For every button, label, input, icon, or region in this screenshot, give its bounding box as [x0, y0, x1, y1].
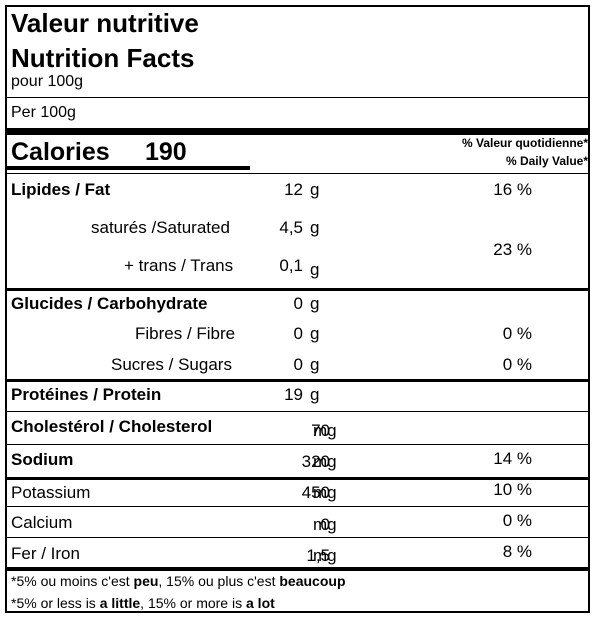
- nutrient-dv-fat: 16 %: [493, 180, 532, 199]
- nutrient-amount-potassium: 450: [301, 483, 330, 502]
- nutrient-dv-sodium: 14 %: [493, 449, 532, 468]
- nutrient-unit-protein: g: [310, 385, 320, 404]
- serving-size-english: Per 100g: [11, 104, 76, 121]
- serving-size-french: pour 100g: [11, 73, 84, 90]
- nutrient-unit-carbohydrate: g: [310, 294, 320, 313]
- daily-value-header-french: % Valeur quotidienne*: [461, 136, 588, 150]
- nutrient-label-trans: + trans / Trans: [124, 256, 234, 275]
- divider: [7, 288, 588, 291]
- nutrient-unit-sugars: g: [310, 355, 320, 374]
- nutrient-label-sugars: Sucres / Sugars: [111, 355, 232, 374]
- title-english: Nutrition Facts: [11, 43, 195, 73]
- nutrient-amount-trans: 0,1: [279, 256, 303, 275]
- nutrient-dv-potassium: 10 %: [493, 480, 532, 499]
- title-french: Valeur nutritive: [11, 8, 199, 38]
- nutrient-unit-sodium: mg: [313, 452, 337, 471]
- calories-label: Calories: [11, 138, 110, 166]
- nutrient-amount-sugars: 0: [293, 355, 303, 374]
- divider: [7, 444, 588, 445]
- nutrient-label-potassium: Potassium: [11, 483, 91, 502]
- nutrient-unit-cholesterol: mg: [313, 421, 337, 440]
- divider: [7, 173, 588, 174]
- nutrient-label-protein: Protéines / Protein: [11, 385, 162, 404]
- nutrient-label-iron: Fer / Iron: [11, 544, 80, 563]
- nutrient-amount-carbohydrate: 0: [293, 294, 303, 313]
- nutrient-amount-sodium: 320: [301, 452, 330, 471]
- nutrient-dv-fibre: 0 %: [502, 324, 532, 343]
- calories-underline: [7, 166, 250, 170]
- thick-divider: [7, 567, 588, 571]
- divider: [7, 477, 588, 480]
- nutrient-label-fat: Lipides / Fat: [11, 180, 111, 199]
- nutrient-unit-trans: g: [310, 260, 320, 279]
- nutrient-unit-iron: mg: [313, 546, 337, 565]
- nutrient-dv-calcium: 0 %: [502, 511, 532, 530]
- thick-divider: [7, 128, 588, 135]
- nutrition-label: Valeur nutritive Nutrition Facts pour 10…: [5, 5, 590, 613]
- daily-value-header-english: % Daily Value*: [505, 154, 588, 168]
- nutrient-amount-saturated: 4,5: [279, 218, 303, 237]
- nutrient-unit-fibre: g: [310, 324, 320, 343]
- nutrient-amount-iron: 1,5: [306, 546, 330, 565]
- nutrient-dv-iron: 8 %: [502, 542, 532, 561]
- footnote-english: *5% or less is a little, 15% or more is …: [11, 595, 275, 611]
- calories-value: 190: [145, 138, 187, 166]
- divider: [7, 411, 588, 412]
- nutrient-label-fibre: Fibres / Fibre: [135, 324, 236, 343]
- nutrient-label-saturated: saturés /Saturated: [91, 218, 230, 237]
- nutrient-unit-calcium: mg: [313, 515, 337, 534]
- nutrient-unit-fat: g: [310, 180, 320, 199]
- nutrient-label-carbohydrate: Glucides / Carbohydrate: [11, 294, 208, 313]
- divider: [7, 97, 588, 98]
- nutrient-amount-cholesterol: 70: [311, 421, 330, 440]
- nutrient-unit-saturated: g: [310, 218, 320, 237]
- nutrient-label-cholesterol: Cholestérol / Cholesterol: [11, 417, 213, 436]
- nutrient-label-calcium: Calcium: [11, 513, 73, 532]
- nutrient-amount-protein: 19: [284, 385, 303, 404]
- divider: [7, 379, 588, 382]
- nutrient-dv-saturated-trans: 23 %: [493, 240, 532, 259]
- nutrient-amount-fibre: 0: [293, 324, 303, 343]
- divider: [7, 537, 588, 538]
- nutrient-unit-potassium: mg: [313, 483, 337, 502]
- nutrient-dv-sugars: 0 %: [502, 355, 532, 374]
- nutrient-label-sodium: Sodium: [11, 450, 74, 469]
- divider: [7, 506, 588, 507]
- footnote-french: *5% ou moins c'est peu, 15% ou plus c'es…: [11, 573, 346, 589]
- nutrient-amount-calcium: 0: [320, 515, 330, 534]
- nutrient-amount-fat: 12: [284, 180, 303, 199]
